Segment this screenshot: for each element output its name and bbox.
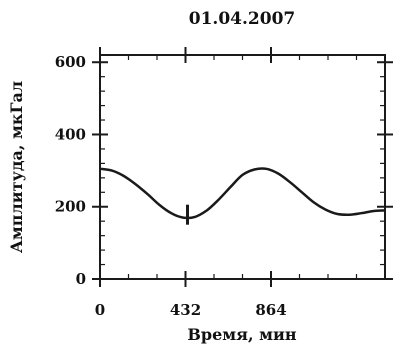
- tick-labels: 0 200 400 600 0 432 864: [55, 53, 287, 319]
- series-line: [99, 167, 386, 220]
- y-tick-label: 600: [55, 53, 86, 71]
- axis-ticks: [92, 47, 393, 287]
- y-tick-label: 0: [76, 270, 86, 288]
- x-tick-label: 864: [255, 301, 286, 319]
- y-tick-label: 400: [55, 125, 86, 143]
- plot-frame: [99, 54, 386, 280]
- chart-title: 01.04.2007: [189, 9, 295, 29]
- x-tick-label: 0: [95, 301, 105, 319]
- y-axis-label: Амплитуда, мкГал: [7, 81, 26, 253]
- y-tick-label: 200: [55, 198, 86, 216]
- x-axis-label: Время, мин: [187, 325, 297, 344]
- x-tick-label: 432: [170, 301, 201, 319]
